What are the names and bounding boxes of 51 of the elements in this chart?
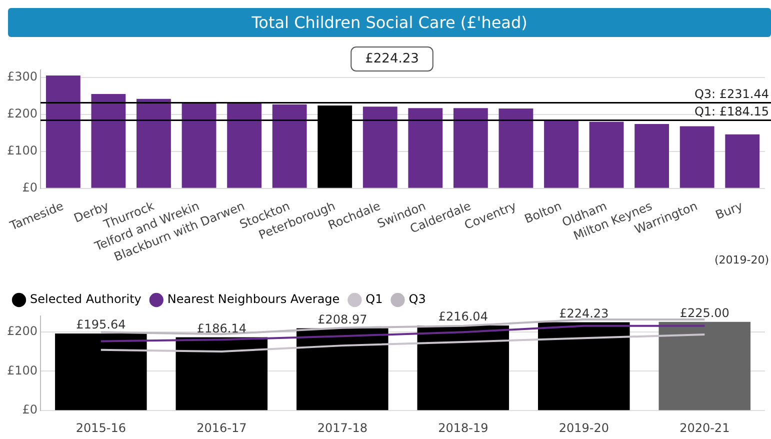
bar bbox=[176, 337, 268, 410]
legend-label: Q3 bbox=[408, 292, 426, 306]
bar bbox=[272, 104, 307, 188]
data-label: £225.00 bbox=[680, 306, 730, 320]
bar bbox=[498, 108, 534, 188]
x-tick-label: 2018-19 bbox=[438, 420, 488, 435]
data-label: £186.14 bbox=[196, 321, 246, 336]
data-label: £216.04 bbox=[438, 310, 488, 324]
text: £224.23 bbox=[365, 51, 419, 66]
bar bbox=[46, 76, 80, 188]
ref-line-label: Q3: £231.44 bbox=[694, 86, 769, 101]
legend-label: Q1 bbox=[366, 292, 383, 306]
x-tick-label: 2019-20 bbox=[558, 420, 609, 435]
bar bbox=[544, 120, 578, 188]
y-tick-label: £100 bbox=[6, 144, 38, 158]
bar bbox=[408, 108, 443, 188]
bar bbox=[538, 322, 630, 410]
bar bbox=[725, 134, 760, 188]
x-tick-label: 2015-16 bbox=[76, 420, 126, 435]
x-tick-label: 2016-17 bbox=[196, 420, 247, 435]
chart-title: Total Children Social Care (£'head) bbox=[8, 8, 771, 37]
x-tick-label: Bury bbox=[714, 198, 745, 222]
bar bbox=[680, 126, 714, 188]
bar bbox=[182, 102, 216, 188]
bar bbox=[634, 124, 670, 188]
y-tick-label: £100 bbox=[6, 363, 38, 378]
bar bbox=[136, 98, 171, 188]
bar bbox=[658, 322, 751, 410]
bar bbox=[589, 122, 624, 188]
x-tick-label: Bolton bbox=[522, 198, 564, 226]
x-tick-label: 2017-18 bbox=[317, 420, 368, 435]
y-tick-label: £0 bbox=[22, 180, 38, 195]
text: (2019-20) bbox=[714, 253, 769, 266]
bar bbox=[453, 108, 488, 188]
bar bbox=[55, 333, 147, 410]
bar bbox=[296, 328, 388, 410]
legend-label: Selected Authority bbox=[30, 292, 142, 306]
bar bbox=[227, 102, 262, 188]
bar bbox=[417, 325, 510, 410]
bar bbox=[91, 94, 126, 188]
x-tick-label: 2020-21 bbox=[680, 420, 730, 435]
data-label: £224.23 bbox=[559, 306, 609, 320]
bar bbox=[362, 106, 398, 188]
y-tick-label: £200 bbox=[6, 324, 38, 338]
ref-line-label: Q1: £184.15 bbox=[694, 104, 769, 118]
y-tick-label: £0 bbox=[22, 402, 38, 417]
data-label: £195.64 bbox=[76, 318, 126, 332]
y-tick-label: £300 bbox=[6, 70, 38, 84]
legend-label: Nearest Neighbours Average bbox=[167, 292, 340, 306]
data-label: £208.97 bbox=[318, 312, 368, 326]
y-tick-label: £200 bbox=[6, 106, 38, 121]
